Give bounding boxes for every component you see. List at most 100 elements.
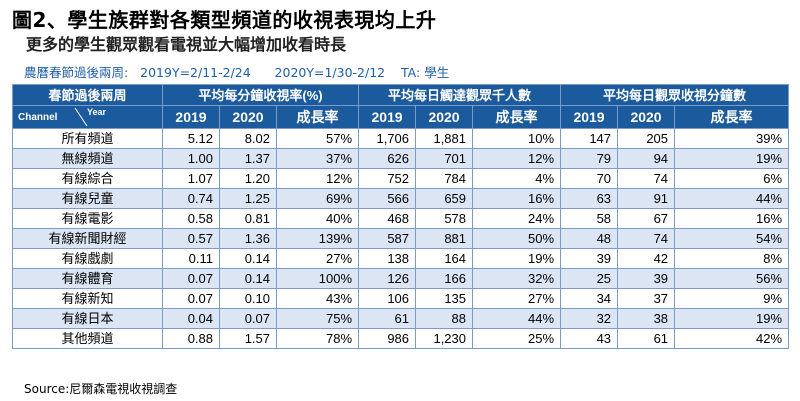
table-cell: 5.12 (162, 128, 220, 149)
table-row: 有線體育 0.07 0.14 100% 126 166 32% 25 39 56% (12, 268, 790, 289)
table-cell: 9% (674, 288, 790, 309)
table-cell: 0.81 (219, 208, 277, 229)
table-cell: 0.88 (162, 328, 220, 349)
table-cell: 0.10 (219, 288, 277, 309)
table-cell: 126 (358, 268, 417, 289)
channel-label: 有線日本 (12, 308, 163, 329)
table-cell: 75% (275, 308, 360, 329)
period-info: 農曆春節過後兩周: 2019Y=2/11-2/24 2020Y=1/30-2/1… (24, 65, 450, 80)
table-cell: 32% (472, 268, 562, 289)
table-cell: 27% (472, 288, 562, 309)
table-cell: 701 (415, 148, 474, 169)
header-corner: Channel Year (12, 105, 163, 129)
table-cell: 56% (674, 268, 790, 289)
header-period: 春節過後兩周 (12, 84, 163, 106)
header-group-row: 春節過後兩周 平均每分鐘收視率(%) 平均每日觸達觀眾千人數 平均每日觀眾收視分… (12, 84, 790, 106)
table-cell: 57% (275, 128, 360, 149)
sub-header: 成長率 (275, 105, 360, 129)
table-cell: 205 (617, 128, 676, 149)
corner-channel-label: Channel (18, 112, 58, 123)
table-row: 有線戲劇 0.11 0.14 27% 138 164 19% 39 42 8% (12, 248, 790, 269)
table-cell: 1.25 (219, 188, 277, 209)
page-subtitle: 更多的學生觀眾觀看電視並大幅增加收看時長 (26, 35, 347, 54)
table-cell: 566 (358, 188, 417, 209)
table-cell: 0.07 (162, 268, 220, 289)
table-cell: 468 (358, 208, 417, 229)
table-cell: 44% (674, 188, 790, 209)
table-cell: 70 (560, 168, 619, 189)
table-cell: 1.57 (219, 328, 277, 349)
table-cell: 48 (560, 228, 619, 249)
table-cell: 91 (617, 188, 676, 209)
table-cell: 24% (472, 208, 562, 229)
table-cell: 147 (560, 128, 619, 149)
page-title: 圖2、學生族群對各類型頻道的收視表現均上升 (12, 8, 437, 32)
table-cell: 10% (472, 128, 562, 149)
table-cell: 39 (617, 268, 676, 289)
corner-diagonal (74, 107, 88, 127)
channel-label: 有線電影 (12, 208, 163, 229)
channel-label: 有線綜合 (12, 168, 163, 189)
channel-label: 有線新聞財經 (12, 228, 163, 249)
channel-label: 無線頻道 (12, 148, 163, 169)
corner-year-label: Year (87, 107, 107, 117)
table-cell: 19% (472, 248, 562, 269)
table-cell: 1,881 (415, 128, 474, 149)
table-cell: 881 (415, 228, 474, 249)
table-cell: 1.07 (162, 168, 220, 189)
sub-header: 成長率 (674, 105, 790, 129)
table-cell: 0.57 (162, 228, 220, 249)
table-cell: 1.20 (219, 168, 277, 189)
table-cell: 106 (358, 288, 417, 309)
table-cell: 50% (472, 228, 562, 249)
table-cell: 27% (275, 248, 360, 269)
channel-label: 其他頻道 (12, 328, 163, 349)
table-cell: 54% (674, 228, 790, 249)
table-cell: 659 (415, 188, 474, 209)
table-cell: 12% (472, 148, 562, 169)
table-row: 無線頻道 1.00 1.37 37% 626 701 12% 79 94 19% (12, 148, 790, 169)
table-cell: 34 (560, 288, 619, 309)
table-cell: 16% (472, 188, 562, 209)
table-cell: 78% (275, 328, 360, 349)
table-cell: 0.07 (162, 288, 220, 309)
table-cell: 4% (472, 168, 562, 189)
table-row: 有線電影 0.58 0.81 40% 468 578 24% 58 67 16% (12, 208, 790, 229)
table-cell: 74 (617, 228, 676, 249)
header-sub-row: Channel Year 2019 2020 成長率 2019 2020 成長率… (12, 105, 790, 129)
sub-header: 2019 (162, 105, 220, 129)
table-cell: 16% (674, 208, 790, 229)
table-cell: 0.04 (162, 308, 220, 329)
table-cell: 166 (415, 268, 474, 289)
source-note: Source:尼爾森電視收視調查 (24, 382, 178, 396)
table-cell: 0.11 (162, 248, 220, 269)
table-cell: 37% (275, 148, 360, 169)
table-cell: 40% (275, 208, 360, 229)
table-cell: 43 (560, 328, 619, 349)
channel-label: 有線戲劇 (12, 248, 163, 269)
table-cell: 43% (275, 288, 360, 309)
table-row: 有線新聞財經 0.57 1.36 139% 587 881 50% 48 74 54% (12, 228, 790, 249)
table-cell: 164 (415, 248, 474, 269)
sub-header: 2019 (358, 105, 417, 129)
table-cell: 0.58 (162, 208, 220, 229)
table-row: 所有頻道 5.12 8.02 57% 1,706 1,881 10% 147 205 39% (12, 128, 790, 149)
table-cell: 1,230 (415, 328, 474, 349)
sub-header: 2020 (617, 105, 676, 129)
table-cell: 39% (674, 128, 790, 149)
table-cell: 1.36 (219, 228, 277, 249)
header-minutes: 平均每日觀眾收視分鐘數 (560, 84, 790, 106)
header-rating: 平均每分鐘收視率(%) (161, 84, 360, 106)
table-cell: 19% (674, 148, 790, 169)
table-cell: 79 (560, 148, 619, 169)
header-reach: 平均每日觸達觀眾千人數 (358, 84, 562, 106)
table-cell: 61 (617, 328, 676, 349)
table-row: 有線兒童 0.74 1.25 69% 566 659 16% 63 91 44% (12, 188, 790, 209)
table-row: 有線綜合 1.07 1.20 12% 752 784 4% 70 74 6% (12, 168, 790, 189)
table-cell: 58 (560, 208, 619, 229)
channel-label: 所有頻道 (12, 128, 163, 149)
table-cell: 38 (617, 308, 676, 329)
table-cell: 587 (358, 228, 417, 249)
channel-label: 有線體育 (12, 268, 163, 289)
table-row: 其他頻道 0.88 1.57 78% 986 1,230 25% 43 61 42% (12, 328, 790, 349)
